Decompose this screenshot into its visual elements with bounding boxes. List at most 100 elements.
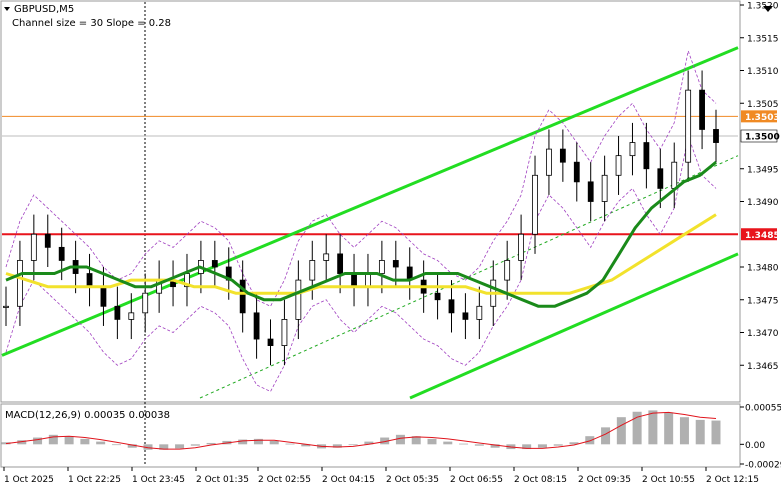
x-tick-label: 1 Oct 22:25	[68, 475, 121, 485]
x-tick-label: 2 Oct 02:55	[258, 475, 311, 485]
macd-bar	[490, 444, 500, 448]
candle-body	[615, 155, 622, 176]
candle-body	[3, 305, 9, 308]
y-tick-label: 1.3475	[747, 296, 779, 306]
macd-bar	[17, 440, 27, 445]
channel-lower	[409, 252, 739, 400]
channel-upper	[1, 46, 739, 357]
candle-body	[100, 286, 107, 307]
macd-bar	[537, 444, 547, 448]
macd-bar	[380, 437, 390, 445]
y-tick-label: 1.3480	[747, 264, 779, 274]
macd-plot	[1, 410, 721, 450]
macd-bar	[553, 444, 563, 446]
candle-body	[309, 260, 316, 281]
candle-body	[587, 181, 594, 202]
candle-body	[573, 161, 580, 183]
price-tag-label: 1.3485	[745, 231, 780, 241]
y-tick-label: 1.3505	[747, 100, 779, 110]
macd-bar	[585, 436, 595, 445]
macd-y-tick-label: 0.00	[745, 441, 765, 451]
candle-body	[713, 129, 719, 143]
candle-body	[267, 338, 274, 346]
macd-bar	[348, 444, 358, 446]
candle-body	[86, 273, 93, 288]
bollinger-lower	[5, 134, 717, 393]
y-tick-label: 1.3465	[747, 362, 779, 372]
macd-bar	[253, 438, 263, 445]
macd-bar	[411, 436, 421, 445]
price-tag-label: 1.3503	[745, 113, 780, 123]
macd-bar	[96, 441, 106, 445]
y-tick-label: 1.3515	[747, 34, 779, 44]
collapse-icon[interactable]	[4, 7, 10, 11]
macd-title: MACD(12,26,9) 0.00035 0.00038	[5, 410, 170, 421]
macd-bar	[269, 440, 279, 445]
candle-body	[211, 260, 218, 268]
price-tag-label: 1.3500	[745, 133, 780, 143]
x-tick-label: 2 Oct 06:55	[450, 475, 503, 485]
macd-bar	[33, 437, 43, 445]
candle-body	[476, 305, 483, 320]
price-tag-box	[740, 129, 778, 143]
x-tick-label: 2 Oct 05:35	[386, 475, 439, 485]
macd-bar	[285, 443, 295, 445]
x-tick-label: 2 Oct 12:15	[706, 475, 759, 485]
candle-body	[58, 246, 65, 261]
macd-bar	[190, 444, 200, 446]
candle-body	[657, 168, 664, 189]
x-tick-label: 2 Oct 01:35	[196, 475, 249, 485]
macd-bar	[48, 434, 58, 445]
x-tick-label: 1 Oct 23:45	[132, 475, 185, 485]
macd-bar	[238, 439, 248, 445]
macd-bar	[427, 438, 437, 445]
y-tick-label: 1.3495	[747, 165, 779, 175]
price-tag-box	[741, 228, 777, 241]
price-tag-box	[741, 110, 777, 123]
x-tick-label: 2 Oct 10:55	[642, 475, 695, 485]
candle-body	[128, 312, 135, 320]
macd-signal-line	[5, 411, 717, 450]
macd-bar	[679, 417, 689, 445]
candle-body	[671, 161, 678, 189]
x-tick-label: 2 Oct 09:35	[578, 475, 631, 485]
axes: 1.3520 1.3515 1.3510 1.3505 1.3495 1.3490 1.34…	[3, 2, 781, 485]
macd-bar	[127, 444, 137, 448]
symbol-label: GBPUSD,M5	[14, 4, 74, 15]
x-tick-label: 2 Oct 04:15	[322, 475, 375, 485]
candle-body	[337, 253, 344, 274]
macd-bar	[522, 444, 532, 450]
candle-body	[142, 292, 149, 314]
macd-bar	[64, 436, 74, 445]
candle-body	[518, 233, 524, 261]
chevron-down-icon[interactable]	[763, 6, 773, 12]
macd-y-tick-label: 0.00055	[745, 404, 781, 414]
bollinger-upper	[5, 49, 717, 307]
candle-body	[559, 148, 566, 163]
candle-body	[601, 174, 608, 202]
candle-body	[253, 312, 260, 340]
main-plot	[1, 46, 739, 400]
macd-bar	[143, 444, 153, 450]
y-tick-label: 1.3520	[747, 2, 779, 12]
candle-body	[30, 233, 37, 261]
y-tick-label: 1.3470	[747, 329, 779, 339]
moving-average-line	[5, 161, 717, 308]
candle-body	[532, 174, 538, 235]
macd-bar	[443, 441, 453, 445]
macd-bar	[648, 410, 658, 445]
candle-body	[448, 299, 455, 314]
macd-bar	[80, 438, 90, 445]
candle-body	[699, 89, 705, 130]
candle-body	[323, 253, 330, 261]
candle-body	[434, 292, 441, 301]
candle-body	[462, 312, 469, 320]
macd-bar	[474, 444, 484, 446]
macd-bar	[695, 419, 705, 445]
macd-bar	[569, 442, 579, 445]
candle-body	[365, 273, 371, 288]
macd-bar	[632, 411, 642, 445]
y-tick-label: 1.3490	[747, 198, 779, 208]
